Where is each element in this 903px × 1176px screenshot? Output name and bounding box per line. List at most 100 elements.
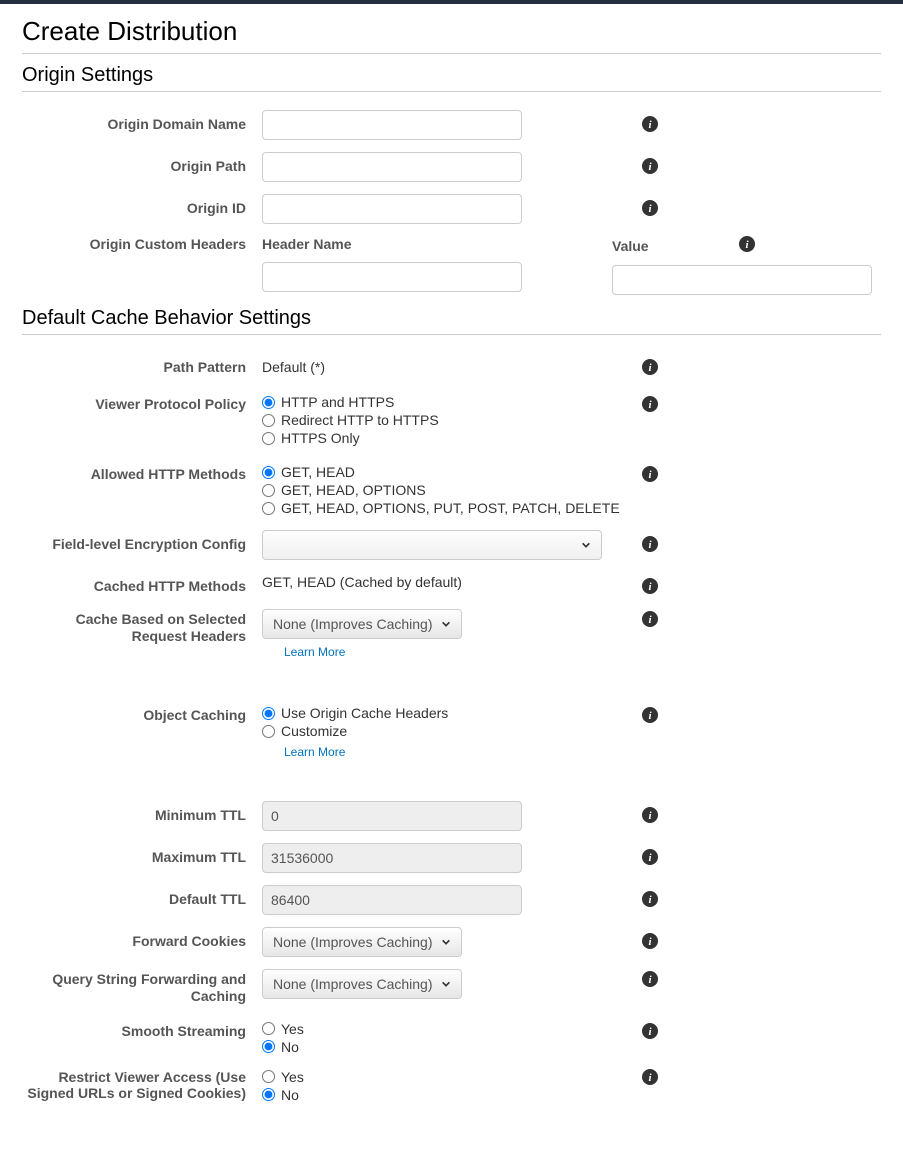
label-origin-path: Origin Path — [22, 152, 262, 175]
info-icon[interactable]: i — [642, 807, 658, 826]
radio-input[interactable] — [262, 725, 275, 738]
info-icon[interactable]: i — [642, 1023, 658, 1042]
label-max-ttl: Maximum TTL — [22, 843, 262, 866]
radio-input[interactable] — [262, 502, 275, 515]
input-max-ttl — [262, 843, 522, 873]
chevron-down-icon — [441, 976, 451, 992]
radio-option[interactable]: HTTP and HTTPS — [262, 394, 632, 410]
input-origin-id[interactable] — [262, 194, 522, 224]
info-icon[interactable]: i — [642, 578, 658, 597]
info-icon[interactable]: i — [642, 536, 658, 555]
info-icon[interactable]: i — [642, 396, 658, 415]
radio-option[interactable]: GET, HEAD, OPTIONS — [262, 482, 632, 498]
radio-group-object-caching: Use Origin Cache Headers Customize — [262, 701, 632, 739]
radio-group-viewer-protocol: HTTP and HTTPS Redirect HTTP to HTTPS HT… — [262, 390, 632, 446]
radio-input[interactable] — [262, 466, 275, 479]
info-icon[interactable]: i — [642, 933, 658, 952]
radio-input[interactable] — [262, 707, 275, 720]
row-viewer-protocol: Viewer Protocol Policy HTTP and HTTPS Re… — [22, 390, 881, 448]
label-smooth-streaming: Smooth Streaming — [22, 1017, 262, 1040]
radio-input[interactable] — [262, 1070, 275, 1083]
learn-more-link[interactable]: Learn More — [284, 745, 632, 759]
radio-option[interactable]: Yes — [262, 1069, 632, 1085]
radio-input[interactable] — [262, 414, 275, 427]
info-icon[interactable]: i — [642, 466, 658, 485]
label-cache-headers: Cache Based on Selected Request Headers — [22, 609, 262, 645]
label-path-pattern: Path Pattern — [22, 353, 262, 376]
radio-option[interactable]: Redirect HTTP to HTTPS — [262, 412, 632, 428]
radio-option[interactable]: GET, HEAD, OPTIONS, PUT, POST, PATCH, DE… — [262, 500, 632, 516]
info-icon[interactable]: i — [642, 611, 658, 630]
row-field-encryption: Field-level Encryption Config i — [22, 530, 881, 560]
label-query-string: Query String Forwarding and Caching — [22, 969, 262, 1005]
info-icon[interactable]: i — [642, 200, 658, 219]
input-default-ttl — [262, 885, 522, 915]
radio-input[interactable] — [262, 484, 275, 497]
learn-more-link[interactable]: Learn More — [284, 645, 632, 659]
label-viewer-protocol: Viewer Protocol Policy — [22, 390, 262, 413]
select-value: None (Improves Caching) — [273, 976, 433, 992]
chevron-down-icon — [441, 934, 451, 950]
row-path-pattern: Path Pattern Default (*) i — [22, 353, 881, 378]
row-min-ttl: Minimum TTL i — [22, 801, 881, 831]
radio-label: Yes — [281, 1021, 304, 1037]
radio-option[interactable]: HTTPS Only — [262, 430, 632, 446]
input-header-name[interactable] — [262, 262, 522, 292]
label-object-caching: Object Caching — [22, 701, 262, 724]
label-forward-cookies: Forward Cookies — [22, 927, 262, 950]
info-icon[interactable]: i — [739, 236, 755, 255]
row-cached-methods: Cached HTTP Methods GET, HEAD (Cached by… — [22, 572, 881, 597]
radio-label: Customize — [281, 723, 347, 739]
info-icon[interactable]: i — [642, 359, 658, 378]
label-origin-custom-headers: Origin Custom Headers — [22, 236, 262, 253]
radio-input[interactable] — [262, 1088, 275, 1101]
radio-option[interactable]: Customize — [262, 723, 632, 739]
radio-label: Use Origin Cache Headers — [281, 705, 448, 721]
radio-option[interactable]: Use Origin Cache Headers — [262, 705, 632, 721]
info-icon[interactable]: i — [642, 849, 658, 868]
radio-label: GET, HEAD — [281, 464, 355, 480]
radio-group-smooth-streaming: Yes No — [262, 1017, 632, 1055]
row-origin-path: Origin Path i — [22, 152, 881, 182]
select-forward-cookies[interactable]: None (Improves Caching) — [262, 927, 462, 957]
radio-option[interactable]: No — [262, 1087, 632, 1103]
radio-option[interactable]: Yes — [262, 1021, 632, 1037]
label-min-ttl: Minimum TTL — [22, 801, 262, 824]
cache-section-title: Default Cache Behavior Settings — [22, 307, 881, 335]
input-min-ttl — [262, 801, 522, 831]
radio-group-restrict-viewer: Yes No — [262, 1069, 632, 1103]
radio-input[interactable] — [262, 1022, 275, 1035]
radio-label: Yes — [281, 1069, 304, 1085]
info-icon[interactable]: i — [642, 971, 658, 990]
radio-label: GET, HEAD, OPTIONS — [281, 482, 426, 498]
input-origin-path[interactable] — [262, 152, 522, 182]
row-restrict-viewer: Restrict Viewer Access (Use Signed URLs … — [22, 1069, 881, 1105]
info-icon[interactable]: i — [642, 116, 658, 135]
input-origin-domain[interactable] — [262, 110, 522, 140]
info-icon[interactable]: i — [642, 891, 658, 910]
row-query-string: Query String Forwarding and Caching None… — [22, 969, 881, 1005]
radio-input[interactable] — [262, 432, 275, 445]
row-origin-id: Origin ID i — [22, 194, 881, 224]
radio-label: HTTPS Only — [281, 430, 360, 446]
row-forward-cookies: Forward Cookies None (Improves Caching) … — [22, 927, 881, 957]
radio-option[interactable]: GET, HEAD — [262, 464, 632, 480]
row-default-ttl: Default TTL i — [22, 885, 881, 915]
radio-input[interactable] — [262, 1040, 275, 1053]
input-header-value[interactable] — [612, 265, 872, 295]
radio-input[interactable] — [262, 396, 275, 409]
row-smooth-streaming: Smooth Streaming Yes No i — [22, 1017, 881, 1057]
select-field-encryption[interactable] — [262, 530, 602, 560]
info-icon[interactable]: i — [642, 158, 658, 177]
value-path-pattern: Default (*) — [262, 353, 632, 375]
radio-option[interactable]: No — [262, 1039, 632, 1055]
info-icon[interactable]: i — [642, 707, 658, 726]
select-query-string[interactable]: None (Improves Caching) — [262, 969, 462, 999]
row-cache-headers: Cache Based on Selected Request Headers … — [22, 609, 881, 659]
label-field-encryption: Field-level Encryption Config — [22, 530, 262, 553]
label-allowed-methods: Allowed HTTP Methods — [22, 460, 262, 483]
select-value: None (Improves Caching) — [273, 616, 433, 632]
info-icon[interactable]: i — [642, 1069, 658, 1088]
row-origin-custom-headers: Origin Custom Headers Header Name Value … — [22, 236, 881, 295]
select-cache-headers[interactable]: None (Improves Caching) — [262, 609, 462, 639]
